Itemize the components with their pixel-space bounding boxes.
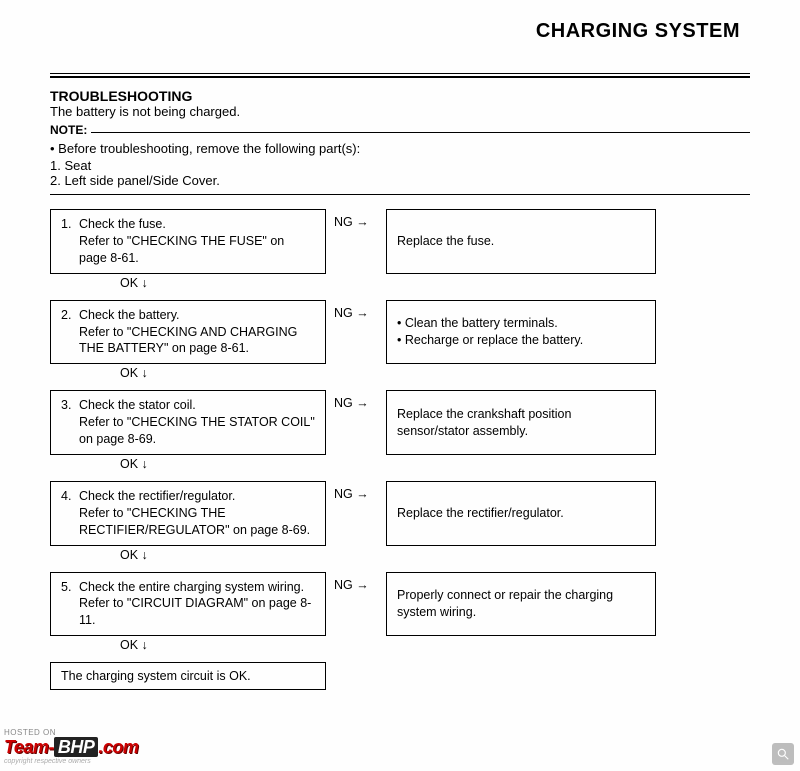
step-number: 4. [61,488,79,539]
ok-arrow: OK ↓ [50,636,750,662]
action-box: Properly connect or repair the charging … [386,572,656,637]
zoom-icon[interactable] [772,743,794,765]
ok-arrow: OK ↓ [50,546,750,572]
step-box: 5. Check the entire charging system wiri… [50,572,326,637]
step-box: 3. Check the stator coil.Refer to "CHECK… [50,390,326,455]
step-row: 4. Check the rectifier/regulator.Refer t… [50,481,750,546]
action-box: Replace the fuse. [386,209,656,274]
ng-arrow: NG → [326,300,386,365]
step-text: Check the entire charging system wiring.… [79,579,315,630]
step-row: 2. Check the battery.Refer to "CHECKING … [50,300,750,365]
action-box: • Clean the battery terminals. • Recharg… [386,300,656,365]
step-number: 1. [61,216,79,267]
action-item: • Recharge or replace the battery. [397,332,583,349]
step-number: 2. [61,307,79,358]
flowchart: 1. Check the fuse.Refer to "CHECKING THE… [50,209,750,690]
step-row: 1. Check the fuse.Refer to "CHECKING THE… [50,209,750,274]
ok-arrow: OK ↓ [50,455,750,481]
prep-list: 1. Seat 2. Left side panel/Side Cover. [50,158,750,188]
brand-bhp: BHP [54,737,99,757]
brand-dotcom: .com [98,737,138,757]
note-underline [91,132,750,133]
step-text: Check the fuse.Refer to "CHECKING THE FU… [79,216,315,267]
prep-item: 2. Left side panel/Side Cover. [50,173,750,188]
action-text: Replace the fuse. [397,233,494,250]
note-label: NOTE: [50,123,87,137]
step-number: 3. [61,397,79,448]
prep-intro: • Before troubleshooting, remove the fol… [50,141,750,156]
divider [50,73,750,74]
prep-item: 1. Seat [50,158,750,173]
ng-arrow: NG → [326,209,386,274]
action-box: Replace the rectifier/regulator. [386,481,656,546]
step-number: 5. [61,579,79,630]
action-item: • Clean the battery terminals. [397,315,583,332]
brand-team: Team- [4,737,54,757]
ok-arrow: OK ↓ [50,274,750,300]
note-row: NOTE: [50,123,750,137]
action-box: Replace the crankshaft position sensor/s… [386,390,656,455]
step-box: 4. Check the rectifier/regulator.Refer t… [50,481,326,546]
service-manual-page: CHARGING SYSTEM TROUBLESHOOTING The batt… [0,0,800,690]
ok-arrow: OK ↓ [50,364,750,390]
ng-arrow: NG → [326,481,386,546]
step-text: Check the rectifier/regulator.Refer to "… [79,488,315,539]
brand-logo: Team-BHP.com [4,737,138,758]
page-title: CHARGING SYSTEM [50,20,750,43]
watermark: HOSTED ON Team-BHP.com copyright respect… [4,728,138,765]
section-subtitle: The battery is not being charged. [50,104,750,119]
step-text: Check the battery.Refer to "CHECKING AND… [79,307,315,358]
action-text: Replace the crankshaft position sensor/s… [397,406,645,440]
action-text: Replace the rectifier/regulator. [397,505,564,522]
action-text: Properly connect or repair the charging … [397,587,645,621]
copyright-text: copyright respective owners [4,758,138,765]
final-box: The charging system circuit is OK. [50,662,326,690]
step-row: 5. Check the entire charging system wiri… [50,572,750,637]
hosted-on-label: HOSTED ON [4,728,138,737]
step-row: 3. Check the stator coil.Refer to "CHECK… [50,390,750,455]
action-list: • Clean the battery terminals. • Recharg… [397,315,583,349]
ng-arrow: NG → [326,572,386,637]
ng-arrow: NG → [326,390,386,455]
step-box: 2. Check the battery.Refer to "CHECKING … [50,300,326,365]
divider [50,76,750,78]
section-title: TROUBLESHOOTING [50,88,750,104]
divider [50,194,750,195]
step-box: 1. Check the fuse.Refer to "CHECKING THE… [50,209,326,274]
step-text: Check the stator coil.Refer to "CHECKING… [79,397,315,448]
